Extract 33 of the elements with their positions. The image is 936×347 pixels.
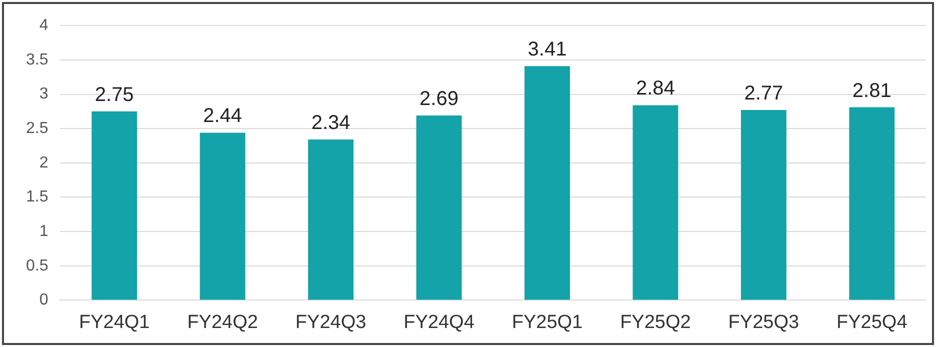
y-tick-label: 3.5	[26, 51, 48, 68]
data-label: 2.75	[94, 84, 134, 106]
data-label: 2.44	[203, 105, 242, 128]
x-tick-label: FY25Q3	[728, 312, 800, 333]
bar	[740, 110, 786, 300]
bar	[632, 105, 678, 300]
y-tick-label: 0.5	[26, 257, 48, 274]
data-label: 2.77	[744, 82, 784, 105]
bar	[200, 132, 246, 300]
y-tick-label: 3	[39, 86, 48, 103]
bar	[849, 107, 895, 300]
data-label: 2.69	[420, 88, 458, 110]
bar	[308, 140, 354, 300]
data-label: 2.34	[311, 112, 350, 134]
x-tick-label: FY25Q2	[620, 312, 691, 333]
y-tick-label: 1.5	[26, 188, 48, 206]
x-tick-label: FY25Q4	[836, 312, 908, 333]
data-label: 3.41	[528, 38, 567, 61]
bar	[524, 66, 570, 300]
x-tick-label: FY24Q3	[295, 312, 366, 333]
y-tick-label: 1	[39, 222, 48, 240]
y-tick-label: 4	[39, 17, 48, 34]
y-tick-label: 2	[39, 154, 48, 172]
x-tick-label: FY25Q1	[512, 312, 583, 333]
x-tick-label: FY24Q4	[404, 312, 475, 333]
data-label: 2.84	[636, 78, 675, 100]
bar	[92, 111, 138, 300]
bar	[416, 116, 462, 300]
x-tick-label: FY24Q2	[187, 312, 258, 333]
data-label: 2.81	[852, 80, 892, 102]
y-tick-label: 2.5	[26, 120, 48, 137]
x-tick-label: FY24Q1	[78, 312, 150, 333]
y-tick-label: 0	[39, 292, 48, 309]
